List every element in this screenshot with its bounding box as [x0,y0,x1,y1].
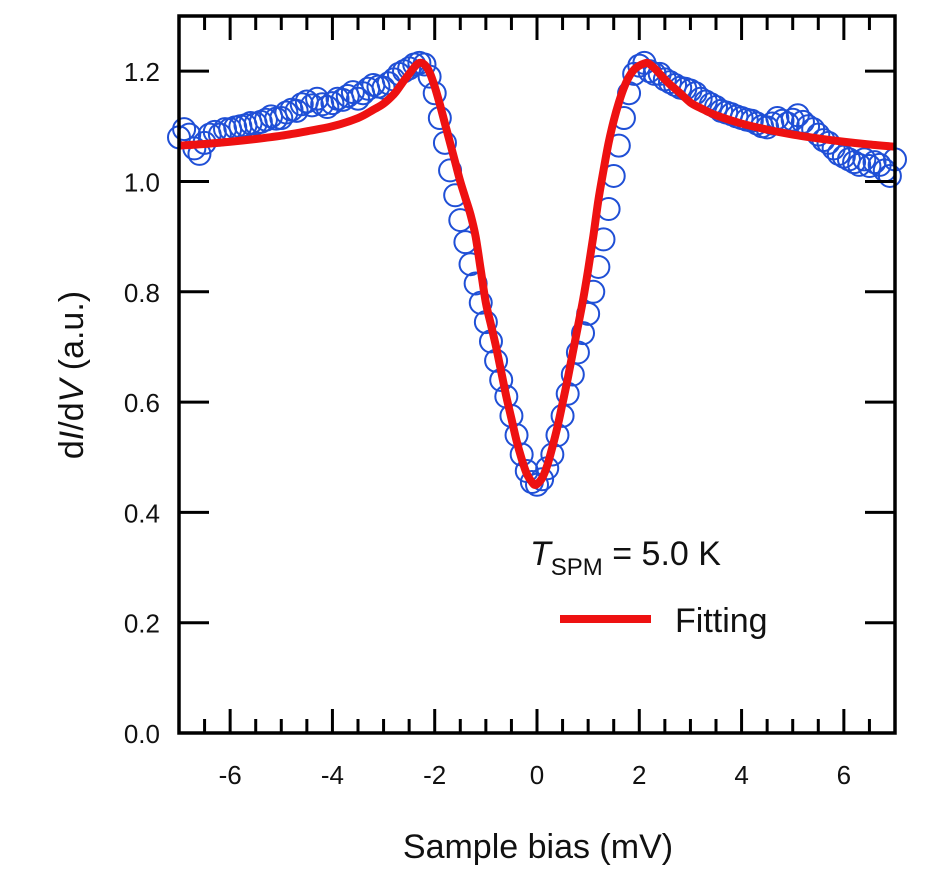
data-point [847,152,872,177]
data-point [289,92,314,117]
x-axis-title: Sample bias (mV) [403,828,673,866]
x-tick-label: 6 [837,760,851,790]
x-tick-label: -2 [423,760,446,790]
y-tick-label: 0.4 [124,498,160,528]
data-layer [167,50,907,497]
y-axis-title-prefix: d [53,440,91,459]
y-tick-label: 1.2 [124,57,160,87]
y-tick-label: 0.6 [124,388,160,418]
data-point [877,163,902,188]
data-point [842,150,867,175]
data-point [852,147,877,172]
axes [177,14,897,735]
data-point [320,91,345,116]
fit-layer [178,58,896,490]
legend: Fitting [560,602,768,640]
y-tick-label: 0.2 [124,609,160,639]
x-tick-label: 0 [530,760,544,790]
y-axis-title-italic-v: V [53,376,91,402]
temperature-annotation: TSPM = 5.0 K [530,535,721,581]
data-point [571,321,596,346]
x-tick-label: -4 [321,760,344,790]
y-axis-title-suffix: (a.u.) [53,291,91,380]
data-point [172,117,197,142]
data-point [857,154,882,179]
annotation-value: = 5.0 K [603,535,721,573]
y-tick-label: 1.0 [124,167,160,197]
legend-fit-label: Fitting [675,602,768,640]
data-point [299,93,324,118]
x-tick-label: -6 [219,760,242,790]
data-point [663,72,688,97]
y-tick-label: 0.8 [124,278,160,308]
y-axis-title-mid: /d [53,402,91,430]
data-point [274,100,299,125]
annotation-subscript: SPM [551,554,603,581]
y-axis-title-italic-i: I [53,430,91,440]
y-tick-labels: 0.0 0.2 0.4 0.6 0.8 1.0 1.2 [124,57,160,749]
x-tick-label: 4 [734,760,748,790]
y-axis-title: dI/dV (a.u.) [53,291,91,459]
x-tick-labels: -6 -4 -2 0 2 4 6 [219,760,852,790]
svg-text:TSPM = 5.0 K: TSPM = 5.0 K [530,535,721,581]
y-tick-label: 0.0 [124,719,160,749]
fit-line [178,58,896,490]
annotation-symbol: T [530,535,553,573]
x-tick-label: 2 [632,760,646,790]
